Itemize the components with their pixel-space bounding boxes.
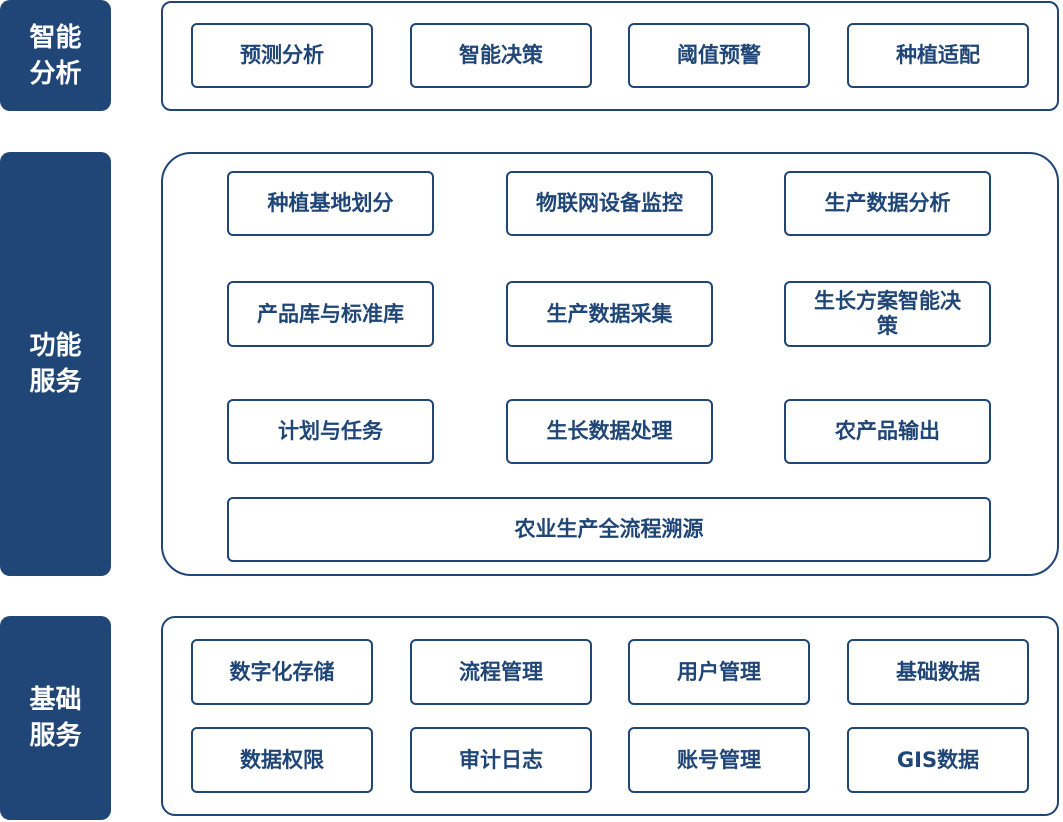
module-box: 物联网设备监控 [506,171,713,236]
module-box: GIS数据 [847,727,1029,793]
module-box: 基础数据 [847,639,1029,705]
module-box: 农业生产全流程溯源 [227,497,991,562]
tier-label-text: 基础服务 [29,685,82,751]
module-box: 产品库与标准库 [227,281,434,347]
module-box: 生长方案智能决策 [784,281,991,347]
module-box: 种植基地划分 [227,171,434,236]
tier-label-basic-services: 基础服务 [0,616,111,820]
module-box: 生长数据处理 [506,399,713,464]
module-box: 审计日志 [410,727,592,793]
tier-label-text: 功能服务 [29,331,82,397]
module-box: 智能决策 [410,23,592,88]
tier-panel-basic-services [161,616,1059,816]
module-box: 预测分析 [191,23,373,88]
tier-panel-intelligent-analysis [161,1,1059,111]
module-box: 数据权限 [191,727,373,793]
tier-label-functional-services: 功能服务 [0,152,111,576]
module-box: 阈值预警 [628,23,810,88]
tier-label-intelligent-analysis: 智能分析 [0,0,111,111]
module-box: 生产数据采集 [506,281,713,347]
tier-panel-functional-services [161,152,1059,576]
module-box: 农产品输出 [784,399,991,464]
module-box: 生产数据分析 [784,171,991,236]
module-box: 数字化存储 [191,639,373,705]
module-box: 计划与任务 [227,399,434,464]
module-box: 用户管理 [628,639,810,705]
tier-label-text: 智能分析 [29,22,82,89]
module-box: 账号管理 [628,727,810,793]
module-box: 流程管理 [410,639,592,705]
module-box: 种植适配 [847,23,1029,88]
